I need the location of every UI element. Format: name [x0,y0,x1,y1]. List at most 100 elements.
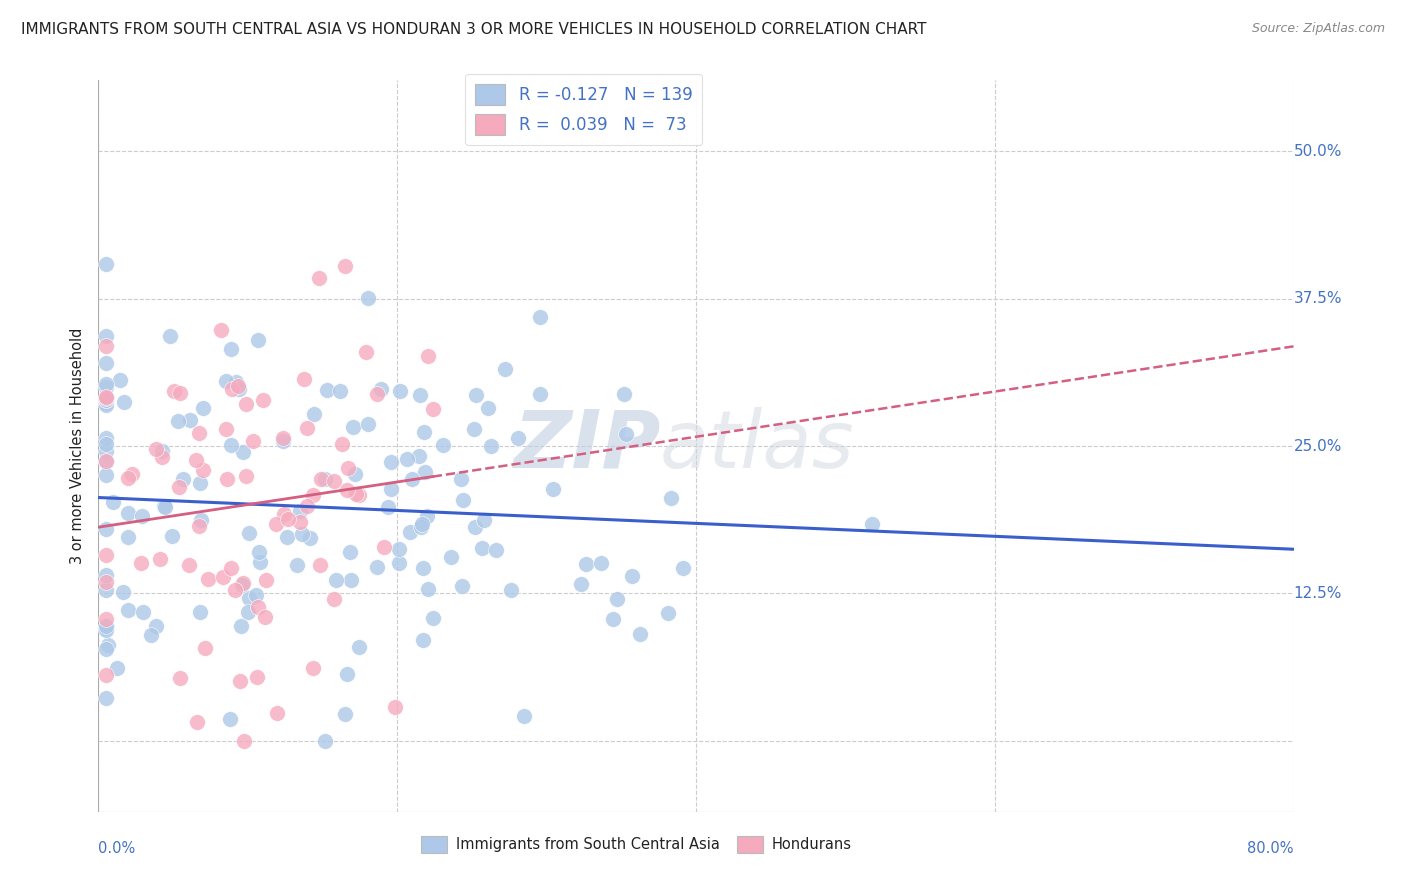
Text: Source: ZipAtlas.com: Source: ZipAtlas.com [1251,22,1385,36]
Point [94,431,117,445]
Point [336,483,359,497]
Point [409,388,432,402]
Point [94,399,117,413]
Point [121,467,143,481]
Point [271,431,294,445]
Point [308,270,330,285]
Point [288,504,311,518]
Point [485,543,508,558]
Point [232,576,254,591]
Point [628,627,651,641]
Point [309,472,332,486]
Point [413,425,436,439]
Point [314,734,336,748]
Point [357,291,380,305]
Point [152,499,174,513]
Y-axis label: 3 or more Vehicles in Household: 3 or more Vehicles in Household [70,328,86,564]
Point [354,344,377,359]
Legend: Immigrants from South Central Asia, Hondurans: Immigrants from South Central Asia, Hond… [415,830,858,859]
Point [190,476,212,491]
Point [266,706,288,720]
Point [131,508,153,523]
Point [247,600,270,615]
Point [860,516,883,531]
Point [395,451,418,466]
Point [380,482,402,496]
Point [94,339,117,353]
Point [221,382,243,396]
Point [370,382,392,396]
Point [432,438,454,452]
Point [94,396,117,410]
Point [384,700,406,714]
Point [94,391,117,405]
Point [529,386,551,401]
Text: IMMIGRANTS FROM SOUTH CENTRAL ASIA VS HONDURAN 3 OR MORE VEHICLES IN HOUSEHOLD C: IMMIGRANTS FROM SOUTH CENTRAL ASIA VS HO… [21,22,927,37]
Point [235,396,257,410]
Point [339,545,361,559]
Point [117,603,139,617]
Point [411,517,433,532]
Point [218,713,240,727]
Point [94,468,117,483]
Point [242,434,264,448]
Point [94,619,117,633]
Point [160,529,183,543]
Point [228,382,250,396]
Point [494,361,516,376]
Point [422,611,444,625]
Point [465,388,488,402]
Point [236,605,259,619]
Point [188,605,211,619]
Point [232,445,254,459]
Point [620,569,643,583]
Point [285,558,308,573]
Point [569,577,592,591]
Point [167,480,190,494]
Point [94,329,117,343]
Point [472,513,495,527]
Point [401,472,423,486]
Point [252,393,274,408]
Point [94,436,117,450]
Point [159,329,181,343]
Point [193,463,215,477]
Point [328,384,350,398]
Point [315,383,337,397]
Point [399,524,422,539]
Point [253,609,276,624]
Point [479,439,502,453]
Point [94,380,117,394]
Point [299,532,322,546]
Point [366,560,388,574]
Point [94,390,117,404]
Point [225,375,247,389]
Point [325,573,347,587]
Point [94,548,117,562]
Text: atlas: atlas [661,407,855,485]
Point [246,333,269,347]
Point [416,509,439,524]
Point [292,372,315,386]
Point [172,472,194,486]
Point [412,633,434,648]
Point [94,455,117,469]
Point [150,443,173,458]
Point [347,488,370,502]
Text: 50.0%: 50.0% [1294,144,1341,159]
Point [602,612,624,626]
Point [145,619,167,633]
Point [672,561,695,575]
Point [226,379,249,393]
Point [591,556,613,570]
Point [94,612,117,626]
Point [357,417,380,432]
Point [215,472,238,486]
Point [211,569,233,583]
Point [188,519,211,533]
Point [388,542,411,557]
Point [304,407,326,421]
Point [209,323,232,337]
Point [96,638,118,652]
Point [336,460,359,475]
